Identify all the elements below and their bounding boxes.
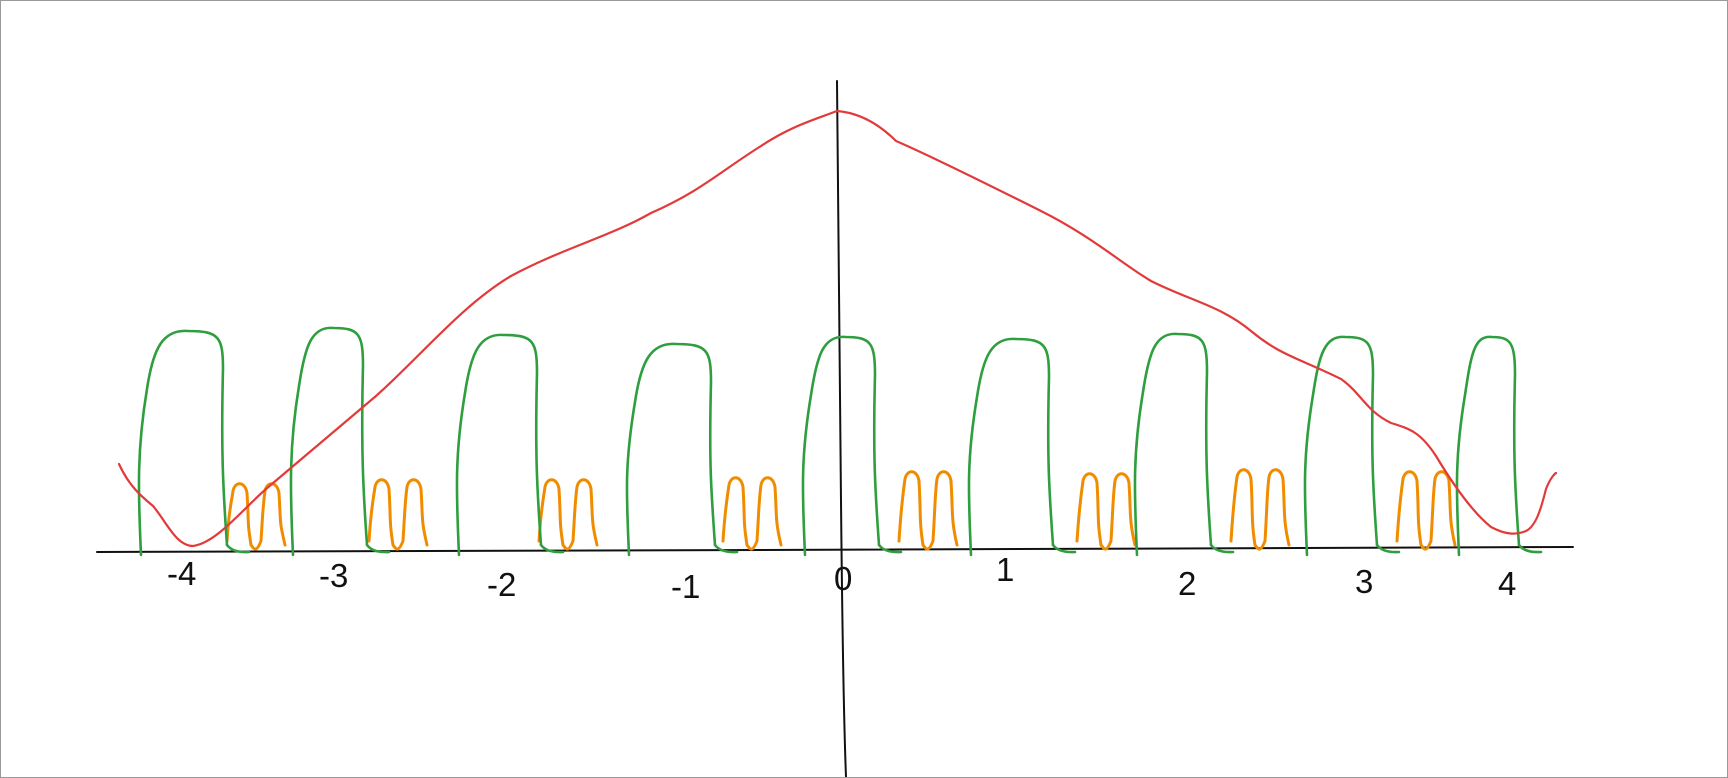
x-axis <box>96 546 1574 553</box>
tick-label: 0 <box>834 560 852 597</box>
wide-pulse-edge <box>539 543 565 554</box>
narrow-pulse-pair <box>1395 470 1457 551</box>
narrow-pulse-pair <box>897 470 959 551</box>
wide-pulse <box>625 342 717 557</box>
wide-pulse-edge <box>365 543 391 554</box>
tick-label: 2 <box>1178 565 1196 602</box>
wide-pulse <box>1133 332 1213 557</box>
wide-pulse <box>455 333 543 557</box>
wide-pulses <box>137 326 1543 557</box>
tick-label: 4 <box>1498 565 1516 602</box>
wide-pulse <box>1455 335 1521 557</box>
narrow-pulse-pair <box>1229 468 1291 551</box>
wide-pulse-edge <box>225 543 251 554</box>
wide-pulse-edge <box>1051 543 1077 554</box>
tick-label: 3 <box>1355 563 1373 600</box>
narrow-pulse-pair <box>537 478 599 551</box>
narrow-pulse-pair <box>721 476 783 551</box>
tick-label: -2 <box>487 566 516 603</box>
wide-pulse-edge <box>877 543 903 554</box>
wide-pulse-edge <box>1209 543 1235 554</box>
tick-label: -1 <box>671 568 700 605</box>
wide-pulse <box>289 326 369 557</box>
envelope-curve <box>117 109 1558 548</box>
tick-label: -3 <box>319 557 348 594</box>
wide-pulse-edge <box>1375 543 1401 554</box>
wide-pulse <box>967 337 1055 557</box>
tick-labels: -4 -3 -2 -1 0 1 2 3 4 <box>167 551 1516 605</box>
wide-pulse <box>137 329 229 557</box>
tick-label: -4 <box>167 555 196 592</box>
narrow-pulse-pair <box>1075 472 1137 551</box>
narrow-pulses <box>225 468 1457 551</box>
wide-pulse-edge <box>1517 543 1543 554</box>
y-axis <box>836 80 847 777</box>
wide-pulse-edge <box>713 543 739 554</box>
narrow-pulse-pair <box>367 478 429 551</box>
narrow-pulse-pair <box>225 482 287 551</box>
tick-label: 1 <box>996 551 1014 588</box>
wide-pulse <box>1303 335 1379 557</box>
wide-pulse <box>801 335 881 557</box>
